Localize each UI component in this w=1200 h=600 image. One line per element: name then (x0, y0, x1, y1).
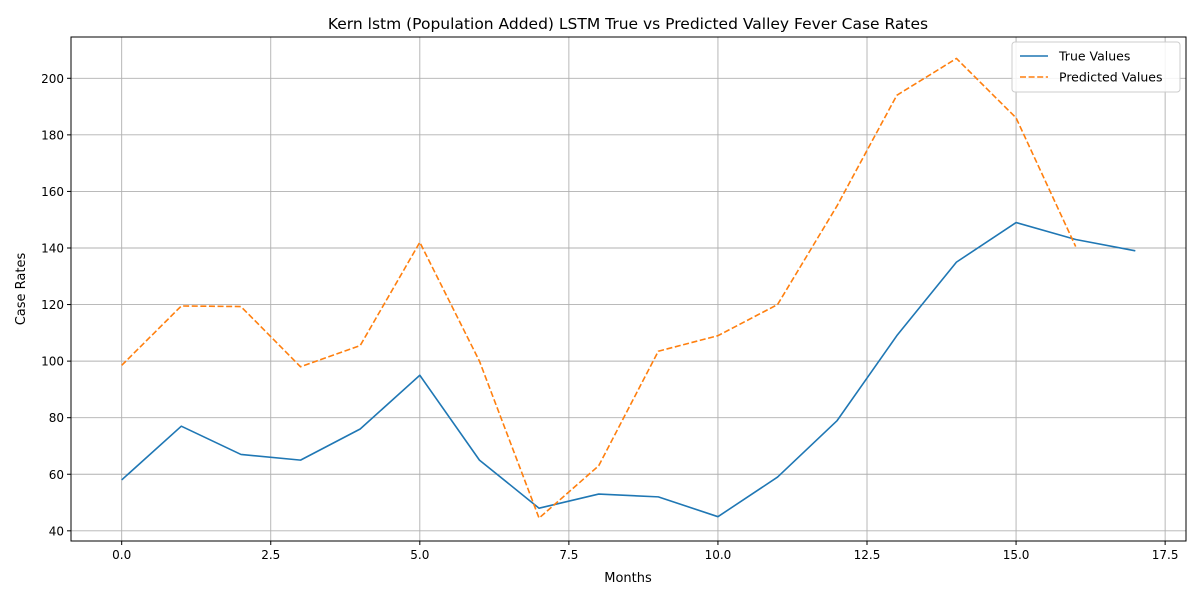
x-tick-label: 15.0 (1003, 548, 1030, 562)
y-tick-label: 100 (41, 355, 64, 369)
y-tick-label: 200 (41, 72, 64, 86)
series-line-predicted-values (121, 57, 1077, 519)
x-tick-label: 0.0 (112, 548, 131, 562)
y-tick-label: 120 (41, 298, 64, 312)
y-tick-label: 80 (49, 411, 64, 425)
series-line-true-values (121, 221, 1136, 518)
y-tick-label: 160 (41, 185, 64, 199)
legend-label: Predicted Values (1059, 70, 1163, 85)
x-tick-label: 2.5 (261, 548, 280, 562)
y-tick-label: 140 (41, 241, 64, 255)
grid-lines (71, 37, 1186, 541)
y-tick-label: 60 (49, 468, 64, 482)
y-tick-label: 40 (49, 524, 64, 538)
x-axis-label: Months (604, 571, 652, 586)
x-tick-label: 17.5 (1152, 548, 1179, 562)
x-tick-label: 10.0 (705, 548, 732, 562)
legend-box (1011, 41, 1181, 93)
y-axis-label: Case Rates (14, 253, 29, 326)
plot-area-frame (70, 36, 1187, 542)
legend: True Values Predicted Values (1011, 41, 1181, 93)
chart-title: Kern lstm (Population Added) LSTM True v… (328, 15, 928, 33)
axis-ticks: 0.0 2.5 5.0 7.5 10.0 12.5 15.0 17.5 40 60 80 100 120… (41, 72, 1178, 562)
series-lines (121, 57, 1136, 519)
x-tick-label: 5.0 (410, 548, 429, 562)
x-tick-label: 7.5 (559, 548, 578, 562)
x-tick-label: 12.5 (854, 548, 881, 562)
y-tick-label: 180 (41, 128, 64, 142)
legend-label: True Values (1058, 49, 1130, 64)
